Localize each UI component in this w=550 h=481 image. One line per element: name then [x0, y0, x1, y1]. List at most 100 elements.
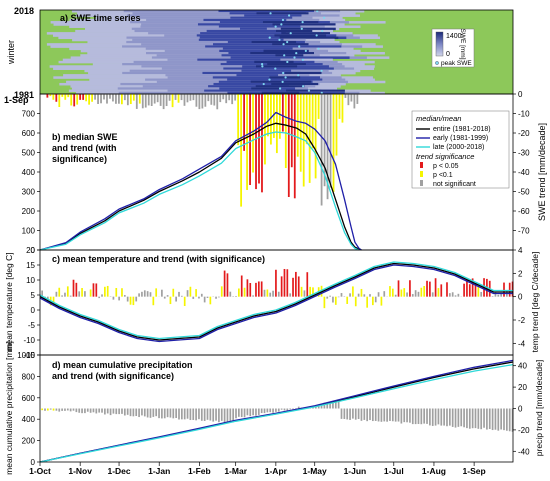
precip-trend-bar [220, 408, 223, 421]
peak-swe-marker [321, 29, 324, 33]
precip-trend-bar [255, 408, 257, 416]
swe-row-deep [286, 89, 345, 93]
legend-header: median/mean [416, 114, 461, 123]
panel-a-year-top: 2018 [14, 6, 34, 16]
precip-trend-bar [506, 408, 508, 431]
swe-trend-bar [335, 94, 338, 156]
swe-row-deep [275, 54, 304, 57]
precip-trend-bar [115, 408, 118, 415]
precip-trend-bar [104, 408, 106, 415]
precip-trend-bar [511, 408, 514, 432]
precip-trend-bar [286, 408, 289, 411]
swe-trend-bar [82, 94, 85, 100]
precip-trend-bar [394, 408, 397, 422]
peak-swe-marker [286, 40, 289, 44]
swe-line-early [39, 111, 362, 251]
temp-trend-tick-label: -2 [518, 316, 526, 325]
swe-trend-tick-label: -30 [518, 149, 530, 158]
peak-swe-marker [269, 12, 272, 15]
swe-tick-label: 700 [22, 110, 36, 119]
precip-trend-bar [326, 402, 329, 409]
temp-trend-bar [149, 292, 152, 297]
swe-row-deep [255, 85, 305, 88]
temp-line-early [39, 264, 513, 343]
temp-trend-bar [286, 269, 289, 297]
panel-c-trend-bars [41, 268, 514, 309]
swe-row-dark [244, 14, 302, 17]
panel-d-precipitation: 0 200 400 600 800 1000 -40 -20 0 20 40 d) mean cu… [4, 341, 544, 475]
swe-trend-bar [112, 94, 114, 102]
precip-trend-bar [377, 408, 380, 422]
temp-trend-bar [195, 289, 197, 297]
temp-trend-bar [263, 289, 266, 297]
temp-trend-bar [172, 288, 175, 297]
precip-trend-bar [186, 408, 189, 419]
peak-swe-legend-marker [435, 61, 439, 65]
precip-trend-bar [243, 408, 246, 418]
swe-row-dark [230, 56, 350, 59]
precip-trend-bar [240, 408, 243, 418]
temp-trend-bar [480, 291, 483, 297]
swe-trend-bar [347, 94, 350, 106]
swe-row-dark [240, 27, 267, 31]
swe-trend-bar [159, 94, 162, 106]
precip-trend-bar [380, 408, 383, 422]
swe-tick-label: 500 [22, 149, 36, 158]
swe-row-dark [199, 36, 347, 40]
swe-row-mid [131, 27, 305, 31]
temp-trend-bar [423, 285, 426, 297]
swe-trend-bar [67, 94, 70, 98]
temp-trend-bar [400, 289, 403, 297]
precip-trend-bar [86, 408, 89, 412]
swe-trend-bar [85, 94, 88, 102]
temp-trend-bar [123, 295, 126, 297]
precip-trend-bar [277, 408, 280, 412]
precip-trend-bar [252, 408, 254, 416]
precip-trend-bar [109, 408, 112, 416]
swe-row-deep [251, 87, 281, 90]
precip-trend-bar [180, 408, 183, 420]
precip-trend-bar [443, 408, 445, 426]
temp-trend-bar [121, 288, 123, 297]
precip-tick-label: 0 [31, 458, 36, 467]
swe-trend-bar [61, 94, 64, 97]
temp-tick-label: 0 [31, 306, 36, 315]
swe-trend-bar [237, 94, 240, 146]
swe-trend-bar [281, 94, 284, 132]
legend-swatch-nonsig [420, 180, 423, 186]
temp-trend-bar [468, 284, 471, 297]
swe-trend-bar [97, 94, 99, 104]
precip-trend-bar [360, 408, 363, 421]
peak-swe-marker [323, 16, 326, 19]
temp-trend-bar [409, 280, 411, 297]
legend-swatch-p005 [420, 162, 423, 168]
peak-swe-marker [320, 69, 323, 72]
temp-trend-bar [166, 295, 169, 297]
swe-trend-bar [46, 94, 49, 98]
swe-trend-bar [183, 94, 186, 106]
legend-label-p005: p < 0.05 [433, 163, 459, 170]
swe-row-dark [221, 54, 296, 57]
swe-trend-bar [144, 94, 147, 108]
precip-trend-bar [141, 408, 143, 416]
peak-swe-legend-label: peak SWE [441, 60, 472, 67]
temp-trend-bar [383, 291, 386, 297]
temp-trend-bar [192, 296, 195, 299]
temp-trend-bar [138, 293, 140, 297]
temp-trend-bar [52, 296, 55, 306]
precip-trend-bar [340, 408, 343, 419]
temp-trend-bar [141, 291, 143, 297]
temp-trend-bar [334, 296, 337, 305]
temp-trend-bar [429, 281, 431, 297]
panel-b-title-line3: significance) [52, 154, 107, 164]
temp-trend-bar [220, 286, 223, 297]
precip-trend-bar [417, 408, 420, 424]
temp-trend-bar [340, 293, 343, 297]
swe-trend-bar [261, 94, 263, 193]
panel-c-temperature-lines [39, 261, 513, 343]
temp-trend-bar [280, 276, 283, 297]
peak-swe-marker [281, 80, 284, 83]
swe-trend-bar [147, 94, 150, 106]
swe-trend-bar [76, 94, 79, 105]
precip-trend-bar [75, 408, 78, 413]
